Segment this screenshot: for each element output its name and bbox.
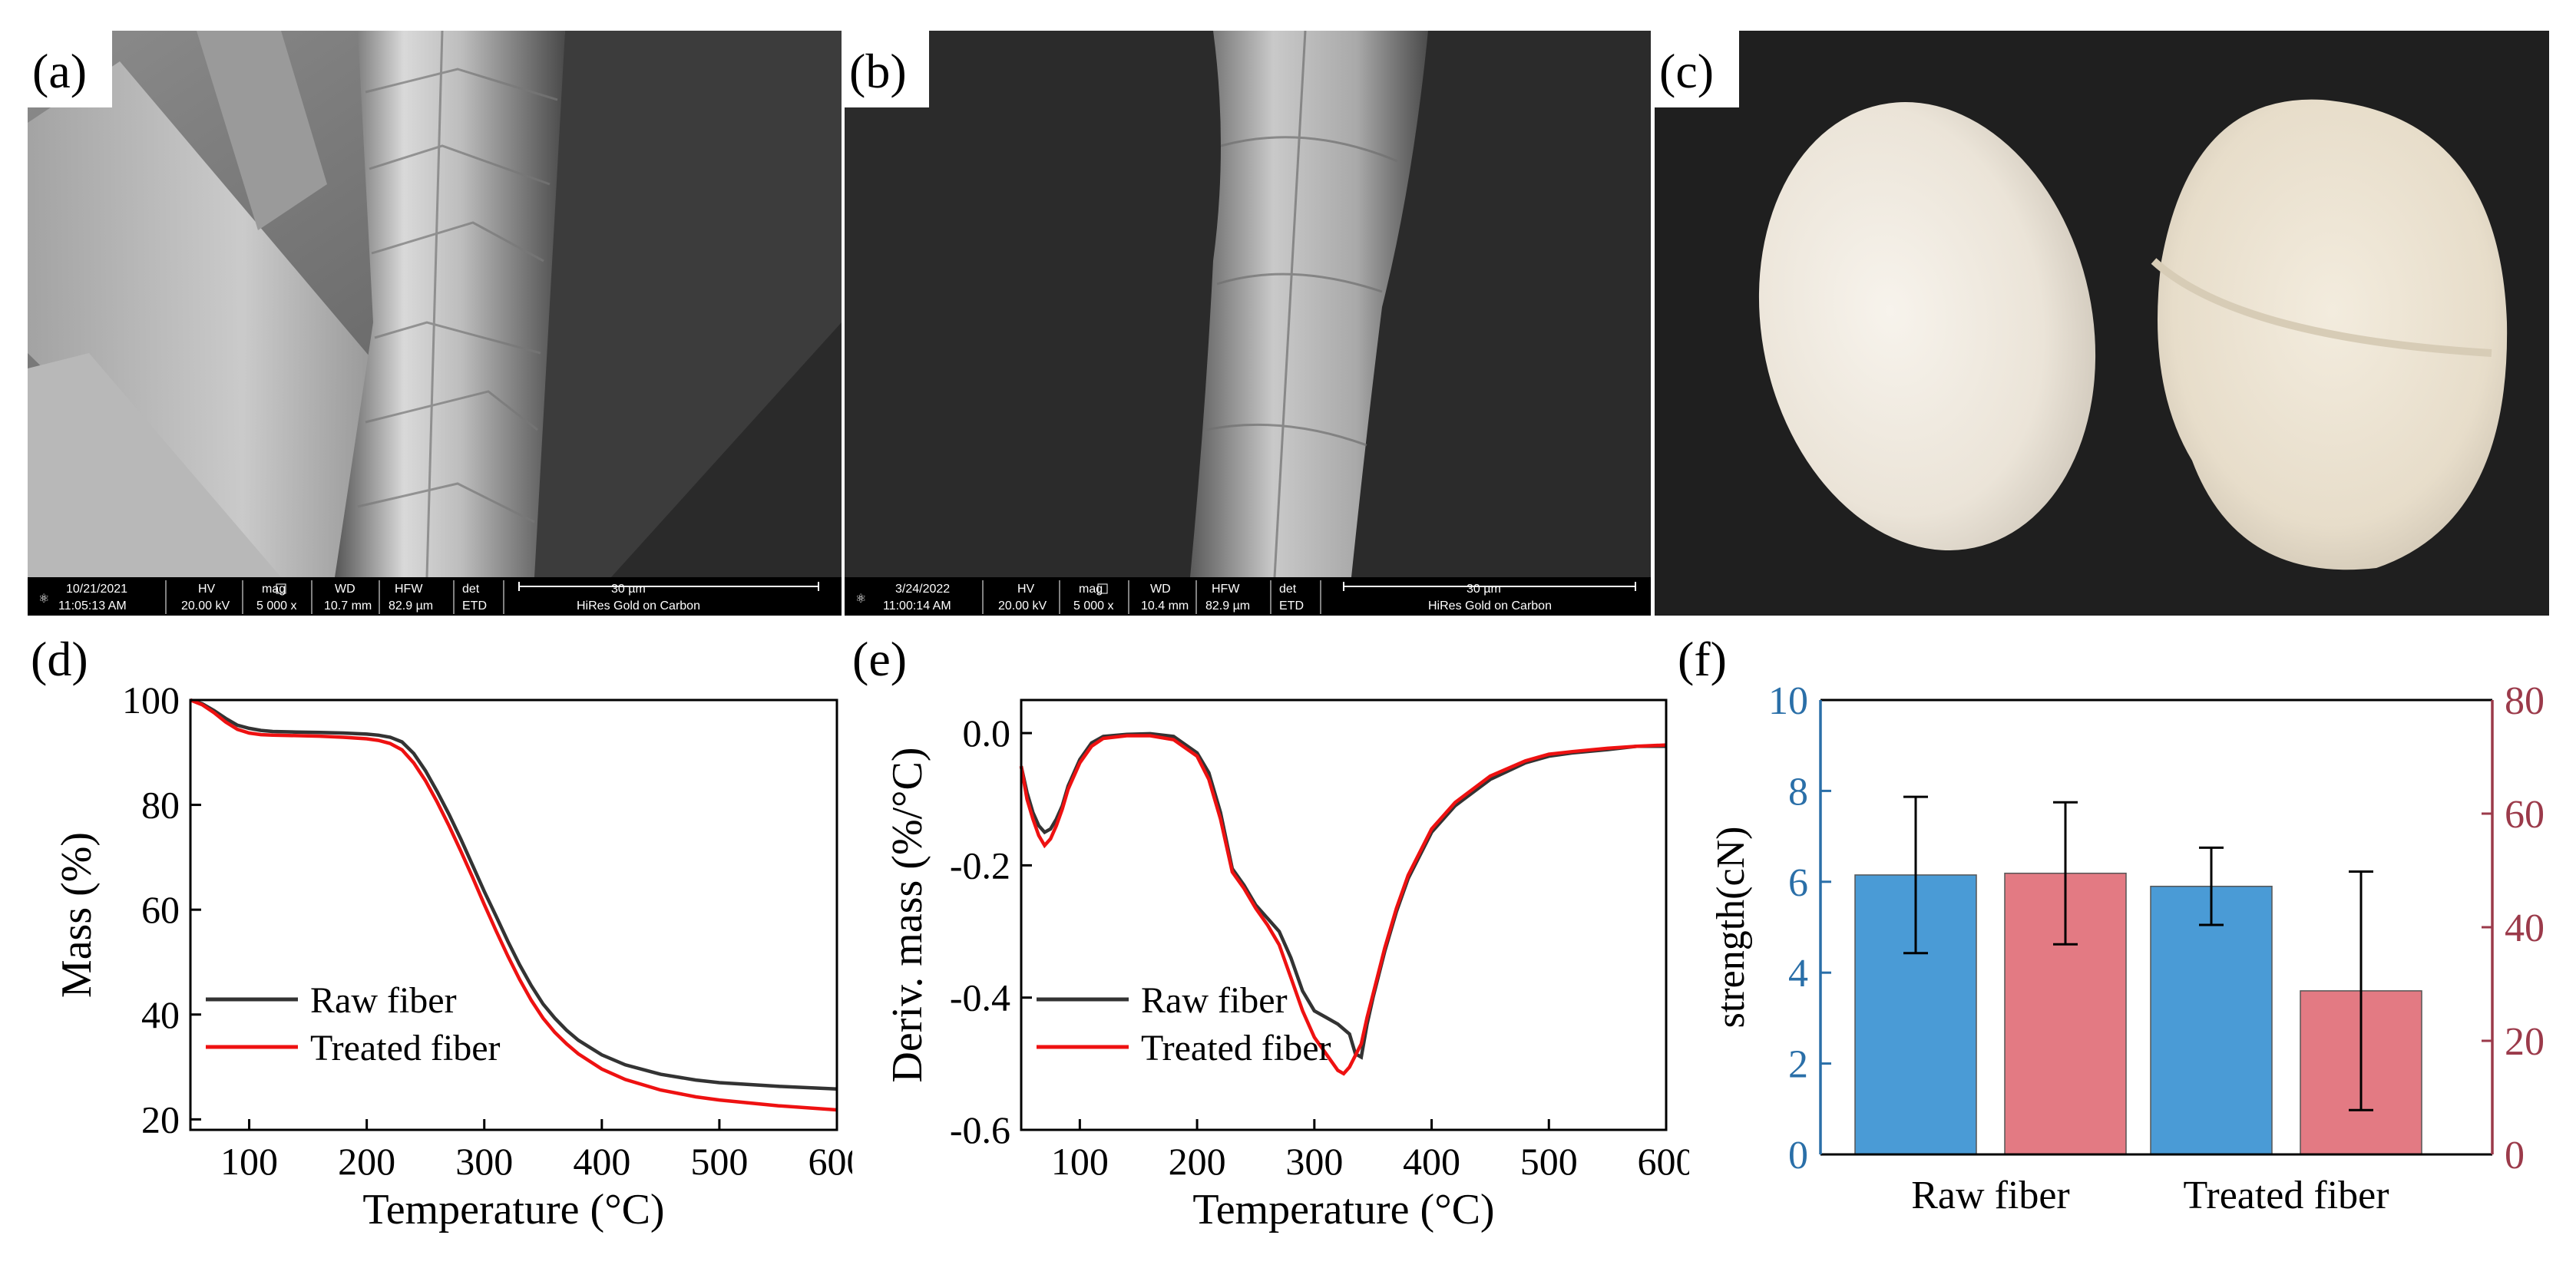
info-hfw: 82.9 µm <box>1205 599 1250 613</box>
y-axis-label: Mass (%) <box>53 832 101 998</box>
series-line-raw-fiber <box>190 698 838 1091</box>
x-category-label: Raw fiber <box>1911 1174 2069 1217</box>
y-tick-label: -0.4 <box>950 976 1010 1019</box>
legend-label: Treated fiber <box>1141 1028 1331 1068</box>
info-hfw-label: HFW <box>395 583 423 596</box>
info-hfw: 82.9 µm <box>389 599 433 613</box>
x-tick-label: 600 <box>809 1140 853 1183</box>
y-tick-label: 40 <box>141 993 180 1036</box>
info-wd-label: WD <box>335 583 355 596</box>
x-tick-label: 400 <box>573 1140 630 1183</box>
x-axis-label: Temperature (°C) <box>362 1186 664 1233</box>
y-left-tick-label: 8 <box>1788 770 1808 814</box>
info-mag-label: mag <box>1079 583 1103 596</box>
info-coating: HiRes Gold on Carbon <box>1428 599 1552 613</box>
x-tick-label: 300 <box>455 1140 513 1183</box>
y-left-tick-label: 6 <box>1788 861 1808 905</box>
y-right-tick-label: 40 <box>2505 906 2545 950</box>
x-axis-label: Temperature (°C) <box>1192 1186 1494 1233</box>
x-tick-label: 500 <box>1520 1140 1578 1183</box>
y-tick-label: 60 <box>141 888 180 931</box>
panel-label-c: (c) <box>1659 44 1714 98</box>
info-wd: 10.4 mm <box>1141 599 1189 613</box>
y-tick-label: 20 <box>141 1098 180 1141</box>
legend-label: Treated fiber <box>310 1028 500 1068</box>
chart-tga-mass: (d) 100 200 300 400 500 600 20 40 60 80 100 Tempera… <box>31 632 853 1233</box>
info-hv-label: HV <box>1017 583 1035 596</box>
info-det: ETD <box>462 599 487 613</box>
y-tick-label: 80 <box>141 784 180 827</box>
info-mag-label: mag <box>262 583 286 596</box>
panel-label-d: (d) <box>31 632 88 686</box>
sem-logo-icon: ⚛ <box>855 593 866 606</box>
x-category-label: Treated fiber <box>2183 1174 2389 1217</box>
plot-frame <box>189 698 838 1131</box>
y-right-tick-label: 20 <box>2505 1020 2545 1064</box>
info-det-label: det <box>1279 583 1297 596</box>
info-hv: 20.00 kV <box>998 599 1047 613</box>
info-time: 11:05:13 AM <box>58 599 127 613</box>
info-det-label: det <box>462 583 480 596</box>
info-coating: HiRes Gold on Carbon <box>577 599 700 613</box>
sem-image-raw-fiber: ⚛ 10/21/2021 11:05:13 AM HV 20.00 kV mag… <box>28 31 842 616</box>
photo-fiber-balls <box>1655 31 2549 616</box>
x-tick-label: 100 <box>1051 1140 1109 1183</box>
info-wd-label: WD <box>1150 583 1171 596</box>
info-mag: 5 000 x <box>256 599 296 613</box>
scale-bar-label: 30 µm <box>1467 583 1501 596</box>
y-tick-label: -0.6 <box>950 1108 1010 1151</box>
x-tick-label: 400 <box>1403 1140 1460 1183</box>
panel-label-e: (e) <box>852 632 907 686</box>
info-hv-label: HV <box>198 583 216 596</box>
info-mag: 5 000 x <box>1073 599 1113 613</box>
y-left-tick-label: 10 <box>1768 679 1808 723</box>
scale-bar-label: 30 µm <box>611 583 646 596</box>
y-tick-label: 0.0 <box>963 712 1011 755</box>
panel-label-b: (b) <box>849 44 907 98</box>
y-tick-label: 100 <box>122 679 180 722</box>
y-left-axis-label: strength(cN) <box>1709 827 1753 1029</box>
y-axis-label: Deriv. mass (%/°C) <box>884 747 931 1082</box>
panel-label-a: (a) <box>32 44 87 98</box>
x-tick-label: 600 <box>1638 1140 1690 1183</box>
legend-label: Raw fiber <box>1141 980 1288 1021</box>
info-date: 10/21/2021 <box>66 583 127 596</box>
chart-strength-elongation: (f) Raw fiber Treated fiber 0 2 4 6 8 10 0 20 40 60… <box>1678 632 2545 1217</box>
x-tick-label: 500 <box>690 1140 748 1183</box>
legend-label: Raw fiber <box>310 980 457 1021</box>
x-tick-label: 200 <box>338 1140 395 1183</box>
y-right-tick-label: 80 <box>2505 679 2545 723</box>
info-wd: 10.7 mm <box>324 599 372 613</box>
info-time: 11:00:14 AM <box>883 599 951 613</box>
series-line-treated-fiber <box>1019 734 1667 1076</box>
y-left-tick-label: 2 <box>1788 1043 1808 1087</box>
x-tick-label: 300 <box>1285 1140 1343 1183</box>
plot-frame <box>1020 698 1668 1131</box>
y-left-tick-label: 4 <box>1788 952 1808 996</box>
y-left-tick-label: 0 <box>1788 1134 1808 1177</box>
y-right-tick-label: 0 <box>2505 1134 2525 1177</box>
y-right-tick-label: 60 <box>2505 793 2545 837</box>
series-line-treated-fiber <box>190 698 838 1112</box>
x-tick-label: 200 <box>1169 1140 1226 1183</box>
bar-strength-treated-fiber <box>2150 885 2273 1155</box>
sem-logo-icon: ⚛ <box>38 593 49 606</box>
panel-label-f: (f) <box>1678 632 1727 686</box>
info-hfw-label: HFW <box>1212 583 1240 596</box>
x-tick-label: 100 <box>220 1140 278 1183</box>
info-date: 3/24/2022 <box>895 583 950 596</box>
info-hv: 20.00 kV <box>181 599 230 613</box>
chart-dtg-deriv-mass: (e) 100 200 300 400 500 600 0.0 -0.2 -0.4 -0.6 Tem… <box>852 632 1690 1233</box>
sem-image-treated-fiber: ⚛ 3/24/2022 11:00:14 AM HV 20.00 kV mag … <box>845 31 1651 616</box>
series-line-raw-fiber <box>1019 731 1666 1060</box>
info-det: ETD <box>1279 599 1304 613</box>
y-tick-label: -0.2 <box>950 844 1010 887</box>
